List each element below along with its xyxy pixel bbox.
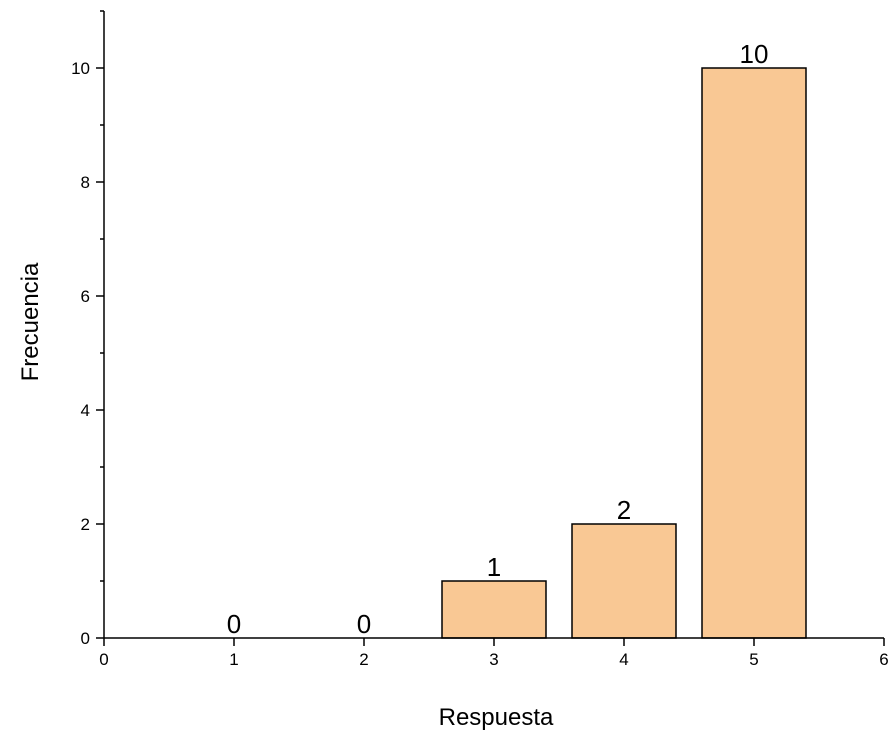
bar — [441, 580, 547, 639]
x-tick-label: 2 — [359, 650, 368, 669]
data-label: 0 — [227, 609, 241, 639]
data-label: 0 — [357, 609, 371, 639]
x-tick-label: 1 — [229, 650, 238, 669]
y-axis-ticks: 0 2 4 6 8 10 — [71, 10, 104, 648]
bar — [571, 523, 677, 639]
y-tick-label: 2 — [81, 515, 90, 534]
y-tick-label: 0 — [81, 629, 90, 648]
data-label: 2 — [617, 495, 631, 525]
x-tick-label: 4 — [619, 650, 628, 669]
x-tick-label: 6 — [879, 650, 888, 669]
y-tick-label: 4 — [81, 401, 90, 420]
y-tick-label: 10 — [71, 59, 90, 78]
bars-group — [441, 67, 807, 639]
x-tick-label: 3 — [489, 650, 498, 669]
y-tick-label: 8 — [81, 173, 90, 192]
x-axis-ticks: 0 1 2 3 4 5 6 — [99, 638, 889, 669]
x-tick-label: 0 — [99, 650, 108, 669]
y-axis-title: Frecuencia — [17, 262, 44, 381]
data-labels-group: 0 0 1 2 10 — [227, 39, 769, 639]
data-label: 1 — [487, 552, 501, 582]
y-tick-label: 6 — [81, 287, 90, 306]
bar — [701, 67, 807, 639]
x-axis-title: Respuesta — [439, 704, 554, 731]
data-label: 10 — [740, 39, 769, 69]
x-tick-label: 5 — [749, 650, 758, 669]
